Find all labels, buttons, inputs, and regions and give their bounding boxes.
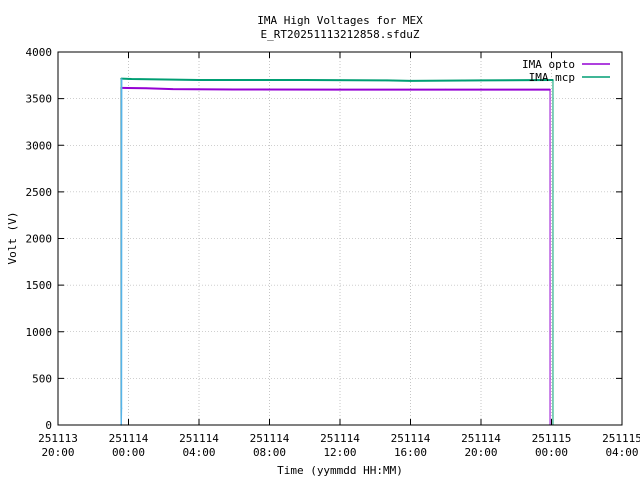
series-line [120, 78, 123, 426]
y-axis-label: Volt (V) [6, 212, 19, 265]
y-tick-label: 3000 [26, 139, 53, 152]
x-tick-date: 251115 [602, 432, 640, 445]
series-point [233, 88, 236, 91]
series-point [549, 88, 551, 91]
series-line [121, 77, 554, 82]
y-tick-label: 1500 [26, 279, 53, 292]
x-tick-time: 20:00 [41, 446, 74, 459]
legend-label: IMA opto [522, 58, 575, 71]
plot-frame [57, 51, 623, 426]
chart-title: IMA High Voltages for MEX [257, 14, 423, 27]
x-tick-date: 251115 [532, 432, 572, 445]
series-point [120, 407, 123, 410]
x-tick-time: 16:00 [394, 446, 427, 459]
grid [58, 52, 622, 425]
y-axis-ticks: 0 500 1000 1500 2000 2500 3000 3500 4000 [26, 46, 622, 432]
x-tick-time: 04:00 [182, 446, 215, 459]
series-point [145, 87, 147, 89]
x-tick-time: 20:00 [464, 446, 497, 459]
x-tick-date: 251114 [461, 432, 501, 445]
x-axis-ticks: 25111320:0025111400:0025111404:002511140… [38, 52, 640, 459]
x-tick-time: 12:00 [323, 446, 356, 459]
series-point [130, 78, 133, 80]
series-point [304, 79, 306, 81]
y-tick-label: 2000 [26, 233, 53, 246]
x-axis-label: Time (yymmdd HH:MM) [277, 464, 403, 477]
series-point [409, 80, 412, 82]
x-tick-date: 251114 [179, 432, 219, 445]
legend-label: IMA mcp [529, 71, 575, 84]
x-tick-date: 251114 [391, 432, 431, 445]
x-tick-date: 251113 [38, 432, 78, 445]
series-point [445, 88, 447, 91]
series-point [552, 79, 554, 81]
series-point [198, 79, 200, 81]
x-tick-time: 08:00 [253, 446, 286, 459]
x-tick-time: 00:00 [112, 446, 145, 459]
x-tick-time: 04:00 [605, 446, 638, 459]
y-tick-label: 2500 [26, 186, 53, 199]
x-tick-date: 251114 [109, 432, 149, 445]
y-tick-label: 3500 [26, 93, 53, 106]
series-point [480, 79, 482, 82]
series-point [120, 78, 123, 80]
y-tick-label: 0 [45, 419, 52, 432]
series-point [171, 88, 174, 90]
x-tick-time: 00:00 [535, 446, 568, 459]
x-tick-date: 251114 [250, 432, 290, 445]
y-tick-label: 1000 [26, 326, 53, 339]
y-tick-label: 500 [32, 372, 52, 385]
y-tick-label: 4000 [26, 46, 53, 59]
series-point [386, 79, 388, 82]
series-lines [120, 77, 554, 426]
series-point [339, 88, 341, 91]
x-tick-date: 251114 [320, 432, 360, 445]
chart-subtitle: E_RT20251113212858.sfduZ [261, 28, 420, 41]
